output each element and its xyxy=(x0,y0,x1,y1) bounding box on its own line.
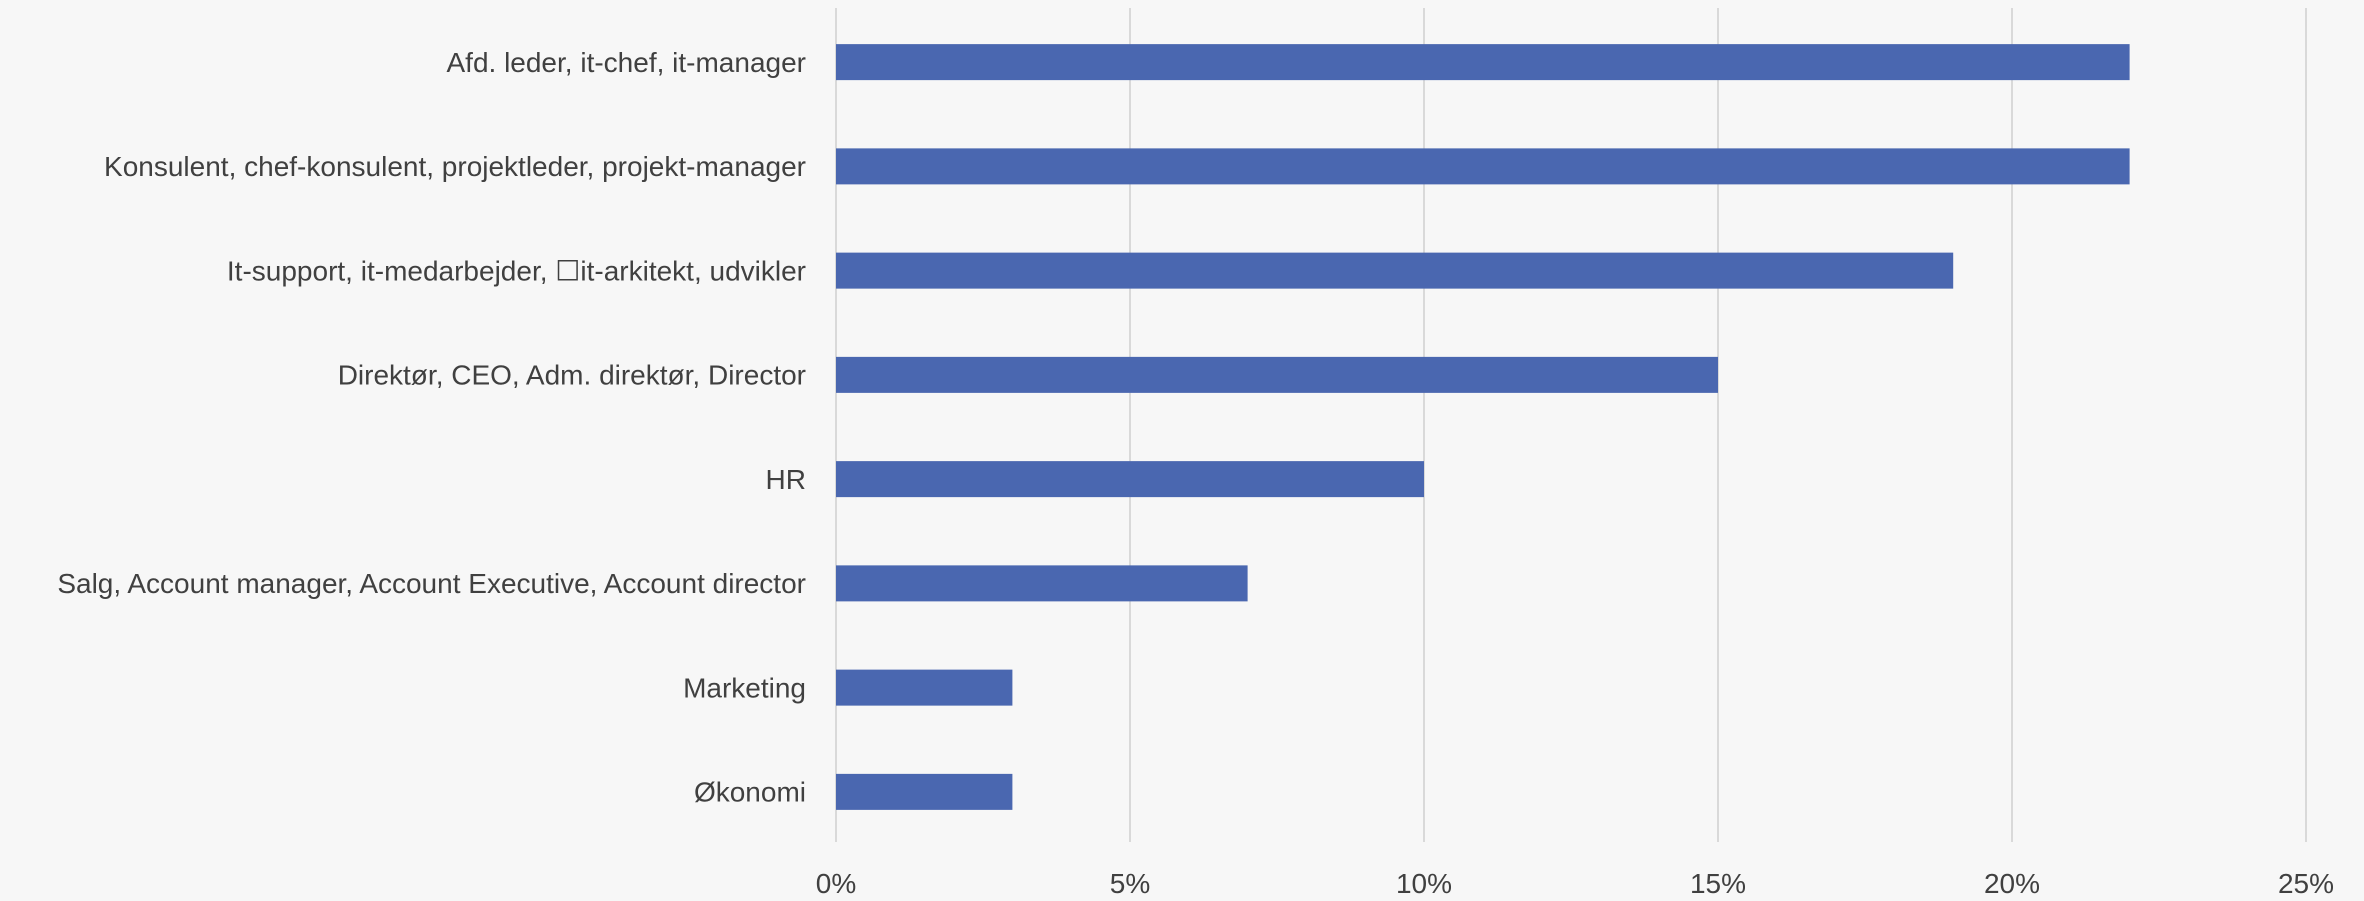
bar xyxy=(836,252,1954,289)
bar xyxy=(836,773,1013,810)
x-tick-label: 25% xyxy=(2278,868,2334,896)
x-tick-label: 10% xyxy=(1396,868,1452,896)
category-label: Salg, Account manager, Account Executive… xyxy=(57,568,806,599)
x-tick-label: 5% xyxy=(1110,868,1150,896)
category-labels: Afd. leder, it-chef, it-manager Konsulent… xyxy=(57,47,806,808)
bar xyxy=(836,148,2130,185)
bar xyxy=(836,461,1424,498)
bar xyxy=(836,44,2130,81)
category-label: HR xyxy=(766,464,806,495)
category-label: Marketing xyxy=(683,672,806,703)
x-tick-labels: 0% 5% 10% 15% 20% 25% xyxy=(816,868,2334,899)
category-label: Konsulent, chef-konsulent, projektleder,… xyxy=(104,151,806,182)
bar xyxy=(836,565,1248,602)
gridlines xyxy=(835,8,2307,842)
category-label: It-support, it-medarbejder, ☐it-arkitekt… xyxy=(227,255,806,286)
category-label: Afd. leder, it-chef, it-manager xyxy=(446,47,806,78)
x-tick-label: 15% xyxy=(1690,868,1746,896)
bars xyxy=(836,44,2130,810)
bar xyxy=(836,356,1718,393)
category-label: Økonomi xyxy=(694,777,806,808)
category-label: Direktør, CEO, Adm. direktør, Director xyxy=(338,360,806,391)
x-tick-label: 0% xyxy=(816,868,856,896)
bar xyxy=(836,669,1013,706)
x-tick-label: 20% xyxy=(1984,868,2040,896)
